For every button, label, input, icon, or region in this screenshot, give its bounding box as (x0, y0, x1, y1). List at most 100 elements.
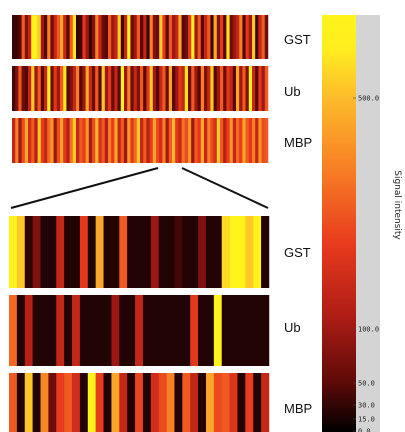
colorbar-tick-label: 100.0 (358, 326, 379, 334)
colorbar-axis-label: Signal intensity (392, 170, 402, 240)
heatmap-cell (140, 66, 144, 111)
heatmap-cell (103, 216, 112, 288)
heatmap-cell (95, 295, 104, 366)
heatmap-cell (21, 66, 26, 111)
colorbar-tick-label: 500.0 (358, 95, 379, 103)
heatmap-cell (135, 295, 144, 366)
heatmap-cell (204, 15, 208, 59)
heatmap-cell (18, 118, 22, 163)
heatmap-cell (104, 15, 109, 59)
heatmap-cell (149, 15, 154, 59)
heatmap-cell (223, 66, 227, 111)
zoom-panel-mbp (9, 373, 270, 432)
heatmap-cell (117, 15, 122, 59)
heatmap-cell (60, 118, 64, 163)
heatmap-cell (261, 216, 270, 288)
heatmap-cell (184, 66, 189, 111)
heatmap-cell (152, 118, 157, 163)
heatmap-cell (111, 15, 115, 59)
heatmap-cell (111, 118, 115, 163)
heatmap-cell (229, 66, 234, 111)
colorbar-tick-label: 30.0 (358, 402, 375, 410)
heatmap-cell (82, 15, 86, 59)
heatmap-cell (21, 118, 26, 163)
heatmap-cell (213, 15, 218, 59)
heatmap-cell (152, 66, 157, 111)
heatmap-cell (264, 118, 269, 163)
heatmap-cell (103, 373, 112, 432)
heatmap-cell (64, 216, 73, 288)
heatmap-cell (24, 15, 29, 59)
heatmap-cell (194, 66, 198, 111)
heatmap-cell (56, 66, 61, 111)
heatmap-cell (64, 295, 73, 366)
heatmap-cell (205, 373, 215, 432)
heatmap-cell (166, 373, 175, 432)
heatmap-cell (216, 66, 221, 111)
heatmap-cell (166, 295, 175, 366)
heatmap-cell (98, 118, 102, 163)
heatmap-cell (172, 66, 176, 111)
heatmap-cell (162, 66, 166, 111)
heatmap-cell (95, 118, 99, 163)
heatmap-cell (37, 15, 42, 59)
heatmap-cell (53, 15, 58, 59)
heatmap-cell (261, 118, 266, 163)
heatmap-cell (204, 66, 208, 111)
heatmap-cell (114, 15, 118, 59)
heatmap-cell (18, 15, 22, 59)
heatmap-cell (175, 15, 179, 59)
heatmap-cell (200, 15, 205, 59)
heatmap-cell (16, 373, 26, 432)
colorbar: 500.0 100.0 50.0 30.0 15.0 0.0 Signal intensi… (322, 15, 402, 432)
heatmap-cell (63, 15, 67, 59)
heatmap-cell (188, 15, 192, 59)
heatmap-cell (53, 66, 58, 111)
heatmap-cell (239, 15, 243, 59)
heatmap-cell (221, 295, 230, 366)
heatmap-cell (182, 373, 191, 432)
heatmap-cell (150, 373, 159, 432)
heatmap-cell (44, 66, 48, 111)
heatmap-cell (165, 118, 170, 163)
heatmap-cell (66, 66, 70, 111)
heatmap-cell (190, 216, 199, 288)
heatmap-cell (165, 15, 170, 59)
heatmap-cell (31, 15, 35, 59)
heatmap-cell (239, 66, 243, 111)
heatmap-cell (79, 373, 89, 432)
heatmap-cell (210, 66, 214, 111)
heatmap-cell (142, 216, 152, 288)
heatmap-cell (60, 15, 64, 59)
heatmap-cell (79, 15, 83, 59)
heatmap-cell (172, 15, 176, 59)
heatmap-cell (253, 295, 262, 366)
heatmap-cell (232, 118, 237, 163)
heatmap-cell (245, 373, 254, 432)
heatmap-cell (136, 15, 141, 59)
zoom-label-gst: GST (284, 245, 311, 260)
zoom-label-ub: Ub (284, 320, 301, 335)
heatmap-cell (198, 373, 207, 432)
heatmap-cell (248, 15, 253, 59)
colorbar-tick-label: 0.0 (358, 428, 371, 432)
heatmap-cell (63, 66, 67, 111)
heatmap-cell (255, 66, 259, 111)
heatmap-cell (82, 66, 86, 111)
heatmap-cell (108, 15, 112, 59)
heatmap-cell (188, 66, 192, 111)
heatmap-cell (236, 15, 240, 59)
heatmap-cell (213, 216, 222, 288)
heatmap-cell (9, 373, 18, 432)
heatmap-cell (142, 373, 152, 432)
heatmap-cell (66, 118, 70, 163)
heatmap-cell (181, 118, 186, 163)
heatmap-cell (248, 66, 253, 111)
overview-panel-mbp (12, 118, 269, 163)
heatmap-cell (213, 118, 218, 163)
heatmap-cell (95, 66, 99, 111)
heatmap-cell (92, 118, 96, 163)
heatmap-cell (18, 66, 22, 111)
heatmap-cell (204, 118, 208, 163)
